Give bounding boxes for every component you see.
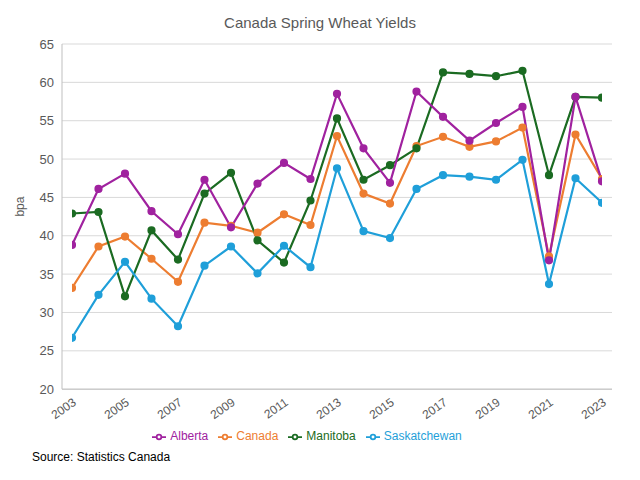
svg-text:40: 40: [40, 228, 54, 243]
svg-text:bpa: bpa: [13, 196, 27, 216]
svg-text:55: 55: [40, 113, 54, 128]
svg-text:65: 65: [40, 38, 54, 52]
svg-text:2023: 2023: [579, 395, 609, 422]
svg-text:2009: 2009: [208, 395, 238, 422]
svg-text:2013: 2013: [314, 395, 344, 422]
svg-text:2005: 2005: [102, 395, 132, 422]
html-text:Canada Spring Wheat Yields: Canada Spring Wheat Yields: [224, 14, 416, 31]
html-text:Saskatchewan: Saskatchewan: [383, 429, 462, 444]
svg-text:20: 20: [40, 382, 54, 397]
html-text:Source: Statistics Canada: Source: Statistics Canada: [32, 450, 171, 464]
svg-text:50: 50: [40, 152, 54, 167]
svg-text:2021: 2021: [526, 395, 556, 422]
svg-text:2019: 2019: [473, 395, 503, 422]
svg-text:25: 25: [40, 343, 54, 358]
svg-text:60: 60: [40, 75, 54, 90]
html-text:Alberta: Alberta: [170, 429, 209, 444]
svg-text:35: 35: [40, 267, 54, 282]
html-text:Canada: Canada: [236, 429, 279, 444]
svg-text:2007: 2007: [155, 395, 185, 422]
svg-text:2003: 2003: [49, 395, 79, 422]
svg-text:45: 45: [40, 190, 54, 205]
svg-text:2015: 2015: [367, 395, 397, 422]
svg-text:2011: 2011: [261, 395, 290, 421]
svg-text:2017: 2017: [420, 395, 450, 422]
svg-text:30: 30: [40, 305, 54, 320]
html-text:Manitoba: Manitoba: [306, 429, 356, 444]
